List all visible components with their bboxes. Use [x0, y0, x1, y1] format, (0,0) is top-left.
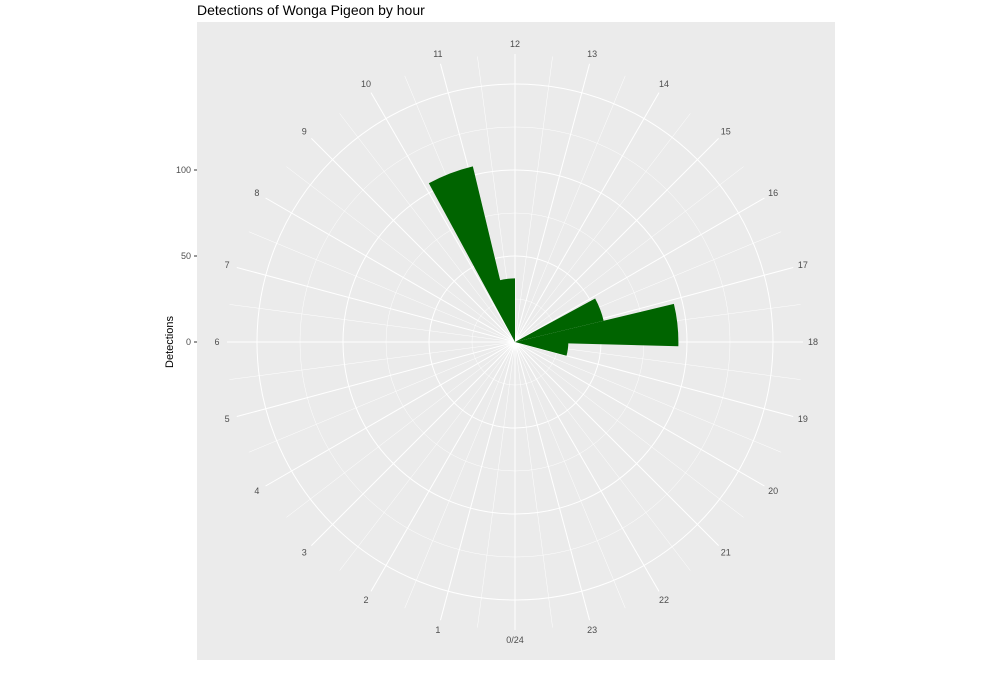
hour-label: 0/24 [506, 635, 524, 645]
hour-label: 20 [768, 486, 778, 496]
hour-label: 14 [659, 79, 669, 89]
hour-label: 2 [363, 595, 368, 605]
minor-radial-gridline [514, 56, 553, 343]
hour-label: 4 [254, 486, 259, 496]
hour-labels: 0/24123456789101112131415161718192021222… [214, 39, 818, 645]
radial-gridline [514, 341, 591, 621]
hour-label: 9 [302, 126, 307, 136]
hour-label: 22 [659, 595, 669, 605]
radial-gridline [310, 341, 516, 547]
hour-label: 17 [798, 260, 808, 270]
minor-radial-gridline [477, 341, 516, 628]
minor-radial-gridline [248, 341, 516, 453]
minor-radial-gridline [229, 304, 516, 343]
radial-gridline [514, 137, 720, 343]
minor-radial-gridline [404, 341, 516, 609]
hour-label: 8 [254, 188, 259, 198]
hour-label: 15 [721, 126, 731, 136]
radial-gridline [236, 341, 516, 418]
y-tick-label: 100 [176, 165, 191, 175]
hour-label: 10 [361, 79, 371, 89]
radial-gridline [265, 197, 516, 343]
minor-radial-gridline [514, 113, 691, 343]
hour-label: 1 [435, 625, 440, 635]
hour-label: 12 [510, 39, 520, 49]
y-axis: 0 50 100 [176, 165, 197, 347]
minor-radial-gridline [286, 341, 516, 518]
hour-label: 16 [768, 188, 778, 198]
circular-gridline [342, 169, 688, 515]
hour-label: 7 [225, 260, 230, 270]
minor-radial-gridline [514, 166, 744, 343]
y-tick-label: 0 [186, 337, 191, 347]
minor-radial-gridline [339, 341, 516, 571]
minor-radial-gridline [514, 341, 691, 571]
circular-gridline [256, 83, 774, 601]
hour-label: 11 [433, 49, 442, 59]
bar-hour-16.6 [515, 298, 604, 342]
radial-gridline [514, 197, 765, 343]
hour-label: 13 [587, 49, 597, 59]
radial-gridline [236, 266, 516, 343]
radial-gridline [514, 341, 765, 487]
bar-hour-18.5 [515, 342, 569, 356]
radial-gridline [439, 341, 516, 621]
y-axis-label: Detections [164, 316, 176, 368]
radial-gridline [514, 341, 720, 547]
hour-label: 19 [798, 414, 808, 424]
radial-gridline [514, 92, 660, 343]
hour-label: 23 [587, 625, 597, 635]
minor-radial-gridline [514, 75, 626, 343]
bar-hour-17.6 [515, 303, 679, 347]
hour-label: 21 [721, 548, 731, 558]
minor-radial-gridline [229, 341, 516, 380]
hour-label: 6 [214, 337, 219, 347]
radial-gridline [514, 341, 660, 592]
radial-gridline [370, 341, 516, 592]
radial-gridline [310, 137, 516, 343]
minor-radial-gridline [286, 166, 516, 343]
minor-radial-gridline [514, 341, 782, 453]
hour-label: 18 [808, 337, 818, 347]
minor-radial-gridline [514, 341, 744, 518]
bar-hour-11.5 [498, 278, 515, 342]
minor-radial-gridline [514, 341, 553, 628]
hour-label: 3 [302, 548, 307, 558]
radial-gridline [265, 341, 516, 487]
minor-radial-gridline [339, 113, 516, 343]
chart-title: Detections of Wonga Pigeon by hour [197, 2, 425, 18]
hour-label: 5 [225, 414, 230, 424]
bars-layer [428, 166, 679, 356]
minor-circular-gridline [299, 126, 731, 558]
minor-radial-gridline [514, 341, 626, 609]
radial-gridline [370, 92, 516, 343]
radial-gridline [514, 63, 591, 343]
minor-radial-gridline [248, 231, 516, 343]
y-tick-label: 50 [181, 251, 191, 261]
bar-hour-10.6 [428, 166, 515, 342]
